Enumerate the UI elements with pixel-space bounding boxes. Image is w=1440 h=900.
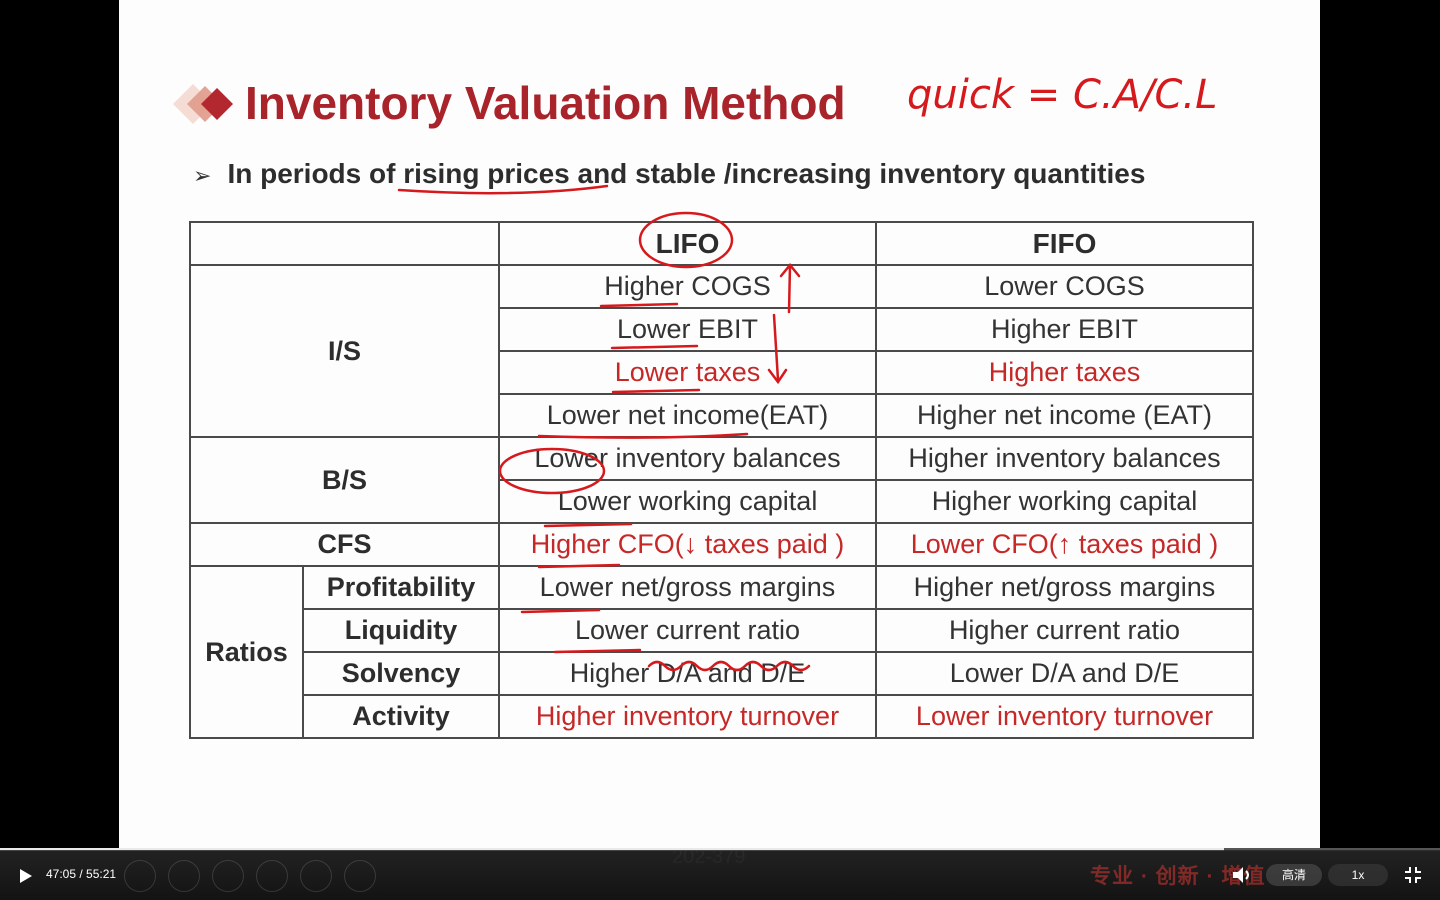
drawing-tools bbox=[124, 860, 376, 892]
time-display: 47:05 / 55:21 bbox=[46, 867, 117, 881]
table-row: Activity Higher inventory turnover Lower… bbox=[190, 694, 1254, 739]
table-row: Ratios Profitability Lower net/gross mar… bbox=[189, 565, 1254, 739]
wavy-current-ratio bbox=[647, 660, 811, 672]
table-row: CFS Higher CFO(↓ taxes paid ) Lower CFO(… bbox=[189, 522, 1254, 567]
subtitle-line: ➢ In periods of rising prices and stable … bbox=[193, 158, 1145, 190]
fifo-cell: Higher working capital bbox=[875, 479, 1254, 524]
fifo-cell: Higher net income (EAT) bbox=[875, 393, 1254, 438]
underline-net-income bbox=[537, 432, 749, 439]
lifo-cell: Lower working capital bbox=[498, 479, 877, 524]
slide-title: Inventory Valuation Method bbox=[245, 77, 846, 129]
arrow-up-cogs bbox=[779, 263, 801, 314]
lifo-cell: Lower inventory balances bbox=[498, 436, 877, 481]
lifo-cell: Higher CFO(↓ taxes paid ) bbox=[498, 522, 877, 567]
header-blank-cell bbox=[189, 221, 500, 266]
underline-lower-ebit bbox=[610, 344, 699, 350]
circle-lifo bbox=[638, 211, 734, 269]
fifo-cell: Lower CFO(↑ taxes paid ) bbox=[875, 522, 1254, 567]
fifo-cell: Higher taxes bbox=[875, 350, 1254, 395]
strike-lower-current bbox=[553, 648, 642, 654]
lifo-cell: Lower net/gross margins bbox=[498, 565, 877, 610]
underline-higher bbox=[599, 302, 679, 308]
fifo-cell: Lower D/A and D/E bbox=[875, 651, 1254, 696]
play-icon[interactable] bbox=[12, 866, 38, 886]
group-ratios: Ratios bbox=[189, 565, 304, 739]
fifo-cell: Lower COGS bbox=[875, 264, 1254, 309]
volume-icon[interactable] bbox=[1230, 864, 1254, 886]
group-cash-flow: CFS bbox=[189, 522, 500, 567]
fifo-cell: Higher current ratio bbox=[875, 608, 1254, 653]
quality-button[interactable]: 高清 bbox=[1266, 864, 1322, 886]
table-header-row: LIFO FIFO bbox=[189, 221, 1254, 266]
underline-rising-prices bbox=[397, 184, 609, 195]
progress-fill bbox=[0, 848, 1224, 851]
pen-icon[interactable] bbox=[212, 860, 244, 892]
strike-higher-cfo bbox=[537, 563, 621, 569]
undo-icon[interactable] bbox=[124, 860, 156, 892]
lifo-cell: Lower current ratio bbox=[498, 608, 877, 653]
table-row: I/S Higher COGS Lower COGS bbox=[189, 264, 1254, 438]
redo-icon[interactable] bbox=[168, 860, 200, 892]
ratio-name: Liquidity bbox=[302, 608, 500, 653]
fifo-cell: Higher net/gross margins bbox=[875, 565, 1254, 610]
zoom-icon[interactable] bbox=[300, 860, 332, 892]
arrow-bullet-icon: ➢ bbox=[193, 163, 212, 188]
circle-lower-inventory bbox=[498, 447, 606, 495]
header-lifo: LIFO bbox=[498, 221, 877, 266]
ratio-name: Activity bbox=[302, 694, 500, 739]
fifo-cell: Higher inventory balances bbox=[875, 436, 1254, 481]
fifo-cell: Higher EBIT bbox=[875, 307, 1254, 352]
ratio-name: Solvency bbox=[302, 651, 500, 696]
comparison-table: LIFO FIFO I/S Higher COGS Lower COGS Low… bbox=[189, 221, 1254, 739]
underline-lower-margins bbox=[520, 608, 601, 614]
exit-fullscreen-icon[interactable] bbox=[1402, 864, 1424, 886]
table-row: Liquidity Lower current ratio Higher cur… bbox=[190, 608, 1254, 653]
table-row: Lower taxes Higher taxes bbox=[190, 350, 1254, 395]
header-fifo: FIFO bbox=[875, 221, 1254, 266]
slide: Inventory Valuation Method ➢ In periods o… bbox=[119, 0, 1320, 868]
underline-lower-working bbox=[543, 522, 633, 528]
handwritten-quick-ratio: quick = C.A/C.L bbox=[907, 72, 1217, 118]
handwriting-annotations: quick = C.A/C.L bbox=[397, 72, 1217, 672]
brand-watermark: 专业 · 创新 · 增值 bbox=[1090, 865, 1266, 888]
progress-bar[interactable] bbox=[0, 848, 1440, 851]
lifo-cell: Lower EBIT bbox=[498, 307, 877, 352]
diamond-logo-icon bbox=[173, 84, 233, 124]
more-icon[interactable] bbox=[344, 860, 376, 892]
underline-lower-taxes bbox=[611, 388, 701, 394]
arrow-down-taxes bbox=[767, 313, 788, 385]
group-balance-sheet: B/S bbox=[189, 436, 500, 524]
table-row: Lower working capital Higher working cap… bbox=[190, 479, 1254, 524]
slide-subtitle: In periods of rising prices and stable /… bbox=[227, 158, 1146, 189]
lifo-cell: Lower taxes bbox=[498, 350, 877, 395]
table-row: B/S Lower inventory balances Higher inve… bbox=[189, 436, 1254, 524]
copy-icon[interactable] bbox=[256, 860, 288, 892]
speed-button[interactable]: 1x bbox=[1328, 864, 1388, 886]
group-income-statement: I/S bbox=[189, 264, 500, 438]
ratio-name: Profitability bbox=[302, 565, 500, 610]
table-row: Lower EBIT Higher EBIT bbox=[190, 307, 1254, 352]
lifo-cell: Higher inventory turnover bbox=[498, 694, 877, 739]
fifo-cell: Lower inventory turnover bbox=[875, 694, 1254, 739]
table-row: Lower net income(EAT) Higher net income … bbox=[190, 393, 1254, 438]
